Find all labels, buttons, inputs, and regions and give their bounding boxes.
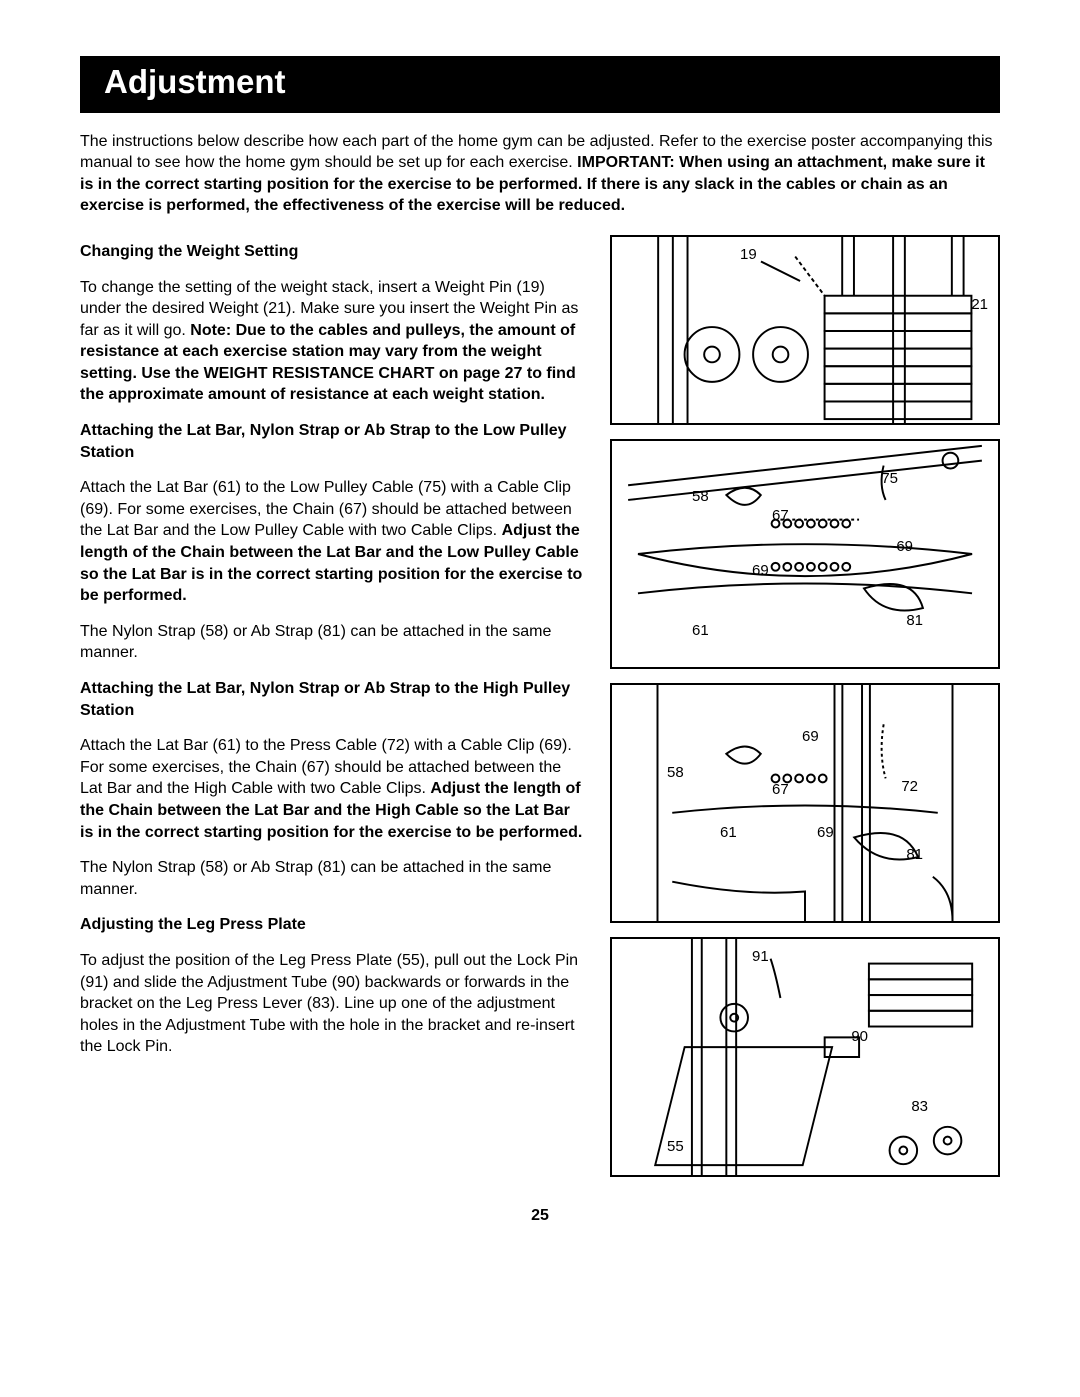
callout-label: 55 [667,1137,684,1157]
section-paragraph: To change the setting of the weight stac… [80,277,586,407]
text-run: Attach the Lat Bar (61) to the Low Pulle… [80,479,572,539]
right-column: 19 21 58 75 67 [610,235,1000,1177]
page-title-bar: Adjustment [80,56,1000,113]
figure-low-pulley: 58 75 67 69 69 61 81 [610,439,1000,669]
weight-stack-diagram-icon [612,237,998,423]
section-heading: Changing the Weight Setting [80,241,586,263]
section-heading: Adjusting the Leg Press Plate [80,914,586,936]
page-title: Adjustment [104,63,286,100]
left-column: Changing the Weight Setting To change th… [80,235,586,1177]
callout-label: 67 [772,780,789,800]
callout-label: 69 [817,823,834,843]
section-paragraph: Attach the Lat Bar (61) to the Press Cab… [80,735,586,843]
section-paragraph: To adjust the position of the Leg Press … [80,950,586,1058]
callout-label: 19 [740,245,757,265]
page-number: 25 [80,1205,1000,1227]
callout-label: 81 [906,611,923,631]
callout-label: 72 [901,777,918,797]
callout-label: 21 [971,295,988,315]
callout-label: 61 [720,823,737,843]
figure-leg-press: 91 90 83 55 [610,937,1000,1177]
low-pulley-diagram-icon [612,441,998,667]
callout-label: 90 [851,1027,868,1047]
callout-label: 61 [692,621,709,641]
figure-weight-stack: 19 21 [610,235,1000,425]
section-paragraph: The Nylon Strap (58) or Ab Strap (81) ca… [80,857,586,900]
callout-label: 67 [772,506,789,526]
callout-label: 83 [911,1097,928,1117]
callout-label: 69 [752,561,769,581]
callout-label: 91 [752,947,769,967]
callout-label: 58 [692,487,709,507]
section-heading: Attaching the Lat Bar, Nylon Strap or Ab… [80,420,586,463]
section-paragraph: The Nylon Strap (58) or Ab Strap (81) ca… [80,621,586,664]
section-heading: Attaching the Lat Bar, Nylon Strap or Ab… [80,678,586,721]
callout-label: 69 [802,727,819,747]
two-column-layout: Changing the Weight Setting To change th… [80,235,1000,1177]
intro-paragraph: The instructions below describe how each… [80,131,1000,217]
callout-label: 69 [896,537,913,557]
section-paragraph: Attach the Lat Bar (61) to the Low Pulle… [80,477,586,607]
callout-label: 75 [881,469,898,489]
high-pulley-diagram-icon [612,685,998,921]
callout-label: 58 [667,763,684,783]
figure-high-pulley: 69 58 67 72 61 69 81 [610,683,1000,923]
callout-label: 81 [906,845,923,865]
